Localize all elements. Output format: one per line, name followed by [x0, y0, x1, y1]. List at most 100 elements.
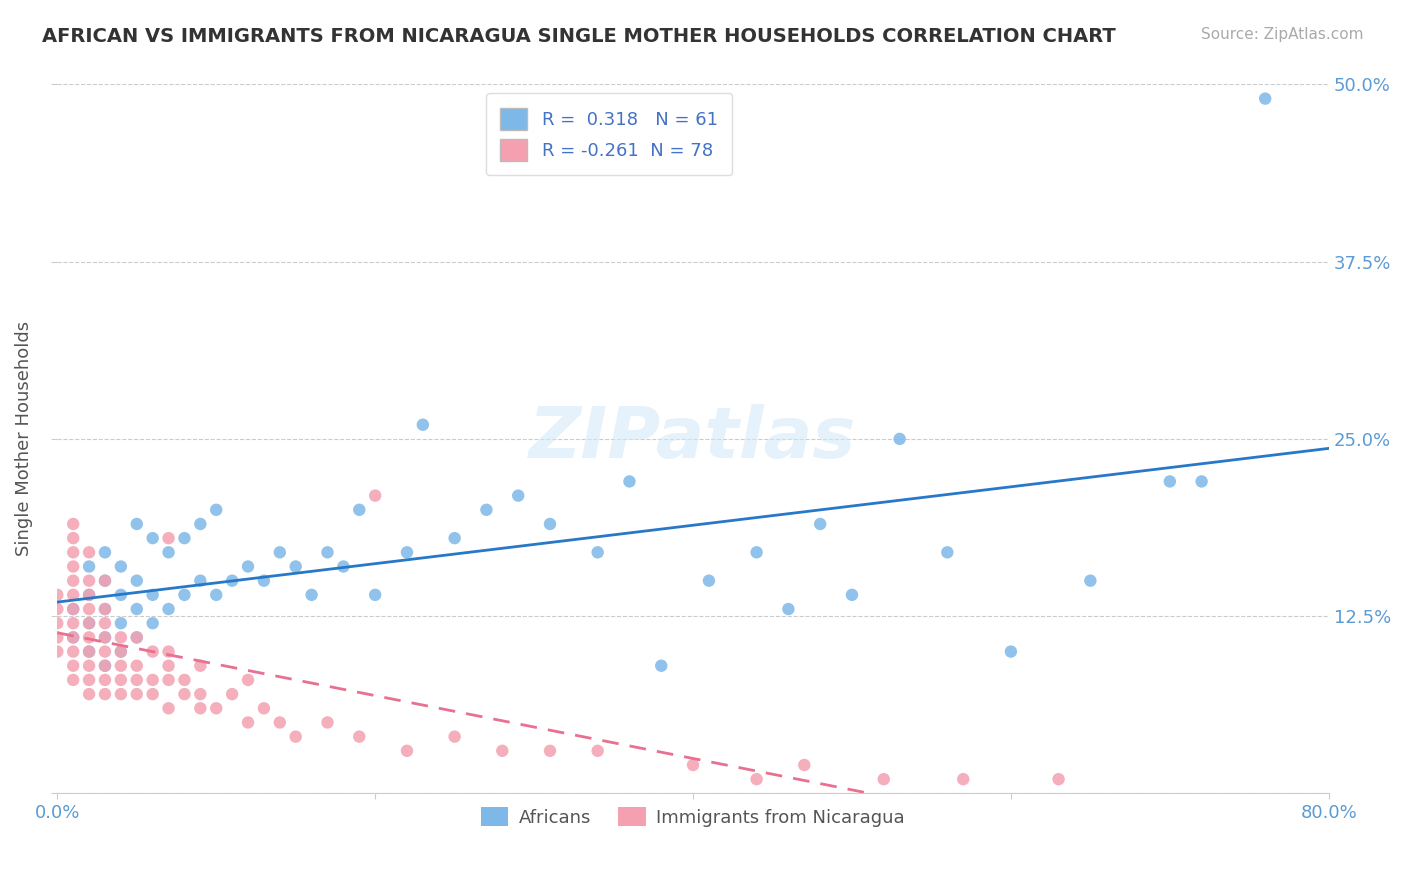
Point — [110, 673, 132, 687]
Point — [62, 616, 84, 631]
Point — [443, 531, 465, 545]
Point — [142, 588, 165, 602]
Point — [269, 715, 291, 730]
Point — [77, 602, 100, 616]
Point — [77, 644, 100, 658]
Point — [508, 489, 530, 503]
Point — [650, 658, 672, 673]
Point — [142, 687, 165, 701]
Point — [697, 574, 720, 588]
Point — [1080, 574, 1102, 588]
Point — [586, 545, 609, 559]
Point — [62, 631, 84, 645]
Point — [125, 602, 148, 616]
Text: Source: ZipAtlas.com: Source: ZipAtlas.com — [1201, 27, 1364, 42]
Point — [94, 602, 117, 616]
Point — [77, 545, 100, 559]
Point — [188, 516, 211, 531]
Point — [46, 602, 69, 616]
Point — [157, 701, 180, 715]
Point — [284, 559, 307, 574]
Point — [349, 730, 371, 744]
Point — [188, 658, 211, 673]
Point — [142, 644, 165, 658]
Point — [142, 531, 165, 545]
Point — [125, 516, 148, 531]
Point — [873, 772, 896, 787]
Point — [301, 588, 323, 602]
Point — [77, 559, 100, 574]
Point — [94, 644, 117, 658]
Point — [62, 644, 84, 658]
Text: AFRICAN VS IMMIGRANTS FROM NICARAGUA SINGLE MOTHER HOUSEHOLDS CORRELATION CHART: AFRICAN VS IMMIGRANTS FROM NICARAGUA SIN… — [42, 27, 1116, 45]
Point — [936, 545, 959, 559]
Point — [142, 616, 165, 631]
Point — [62, 602, 84, 616]
Point — [46, 631, 69, 645]
Point — [173, 687, 195, 701]
Point — [110, 559, 132, 574]
Point — [157, 545, 180, 559]
Point — [77, 574, 100, 588]
Point — [77, 673, 100, 687]
Point — [1159, 475, 1181, 489]
Point — [157, 531, 180, 545]
Point — [125, 673, 148, 687]
Point — [1191, 475, 1213, 489]
Legend: Africans, Immigrants from Nicaragua: Africans, Immigrants from Nicaragua — [474, 800, 912, 834]
Point — [125, 574, 148, 588]
Point — [77, 588, 100, 602]
Point — [157, 673, 180, 687]
Point — [952, 772, 974, 787]
Point — [173, 588, 195, 602]
Point — [94, 673, 117, 687]
Point — [316, 715, 339, 730]
Point — [46, 616, 69, 631]
Point — [841, 588, 863, 602]
Point — [793, 758, 815, 772]
Text: ZIPatlas: ZIPatlas — [529, 404, 856, 474]
Point — [745, 545, 768, 559]
Point — [586, 744, 609, 758]
Point — [157, 644, 180, 658]
Point — [221, 574, 243, 588]
Point — [62, 658, 84, 673]
Point — [364, 489, 387, 503]
Point — [188, 701, 211, 715]
Point — [889, 432, 911, 446]
Y-axis label: Single Mother Households: Single Mother Households — [15, 321, 32, 557]
Point — [157, 658, 180, 673]
Point — [77, 658, 100, 673]
Point — [538, 744, 561, 758]
Point — [142, 673, 165, 687]
Point — [205, 588, 228, 602]
Point — [349, 503, 371, 517]
Point — [332, 559, 354, 574]
Point — [94, 631, 117, 645]
Point — [236, 673, 259, 687]
Point — [284, 730, 307, 744]
Point — [1254, 92, 1277, 106]
Point — [173, 673, 195, 687]
Point — [188, 574, 211, 588]
Point — [62, 531, 84, 545]
Point — [236, 559, 259, 574]
Point — [395, 744, 418, 758]
Point — [253, 574, 276, 588]
Point — [125, 631, 148, 645]
Point — [77, 588, 100, 602]
Point — [412, 417, 434, 432]
Point — [94, 616, 117, 631]
Point — [619, 475, 641, 489]
Point — [316, 545, 339, 559]
Point — [77, 616, 100, 631]
Point — [173, 531, 195, 545]
Point — [94, 658, 117, 673]
Point — [808, 516, 831, 531]
Point — [745, 772, 768, 787]
Point — [364, 588, 387, 602]
Point — [682, 758, 704, 772]
Point — [110, 644, 132, 658]
Point — [269, 545, 291, 559]
Point — [46, 588, 69, 602]
